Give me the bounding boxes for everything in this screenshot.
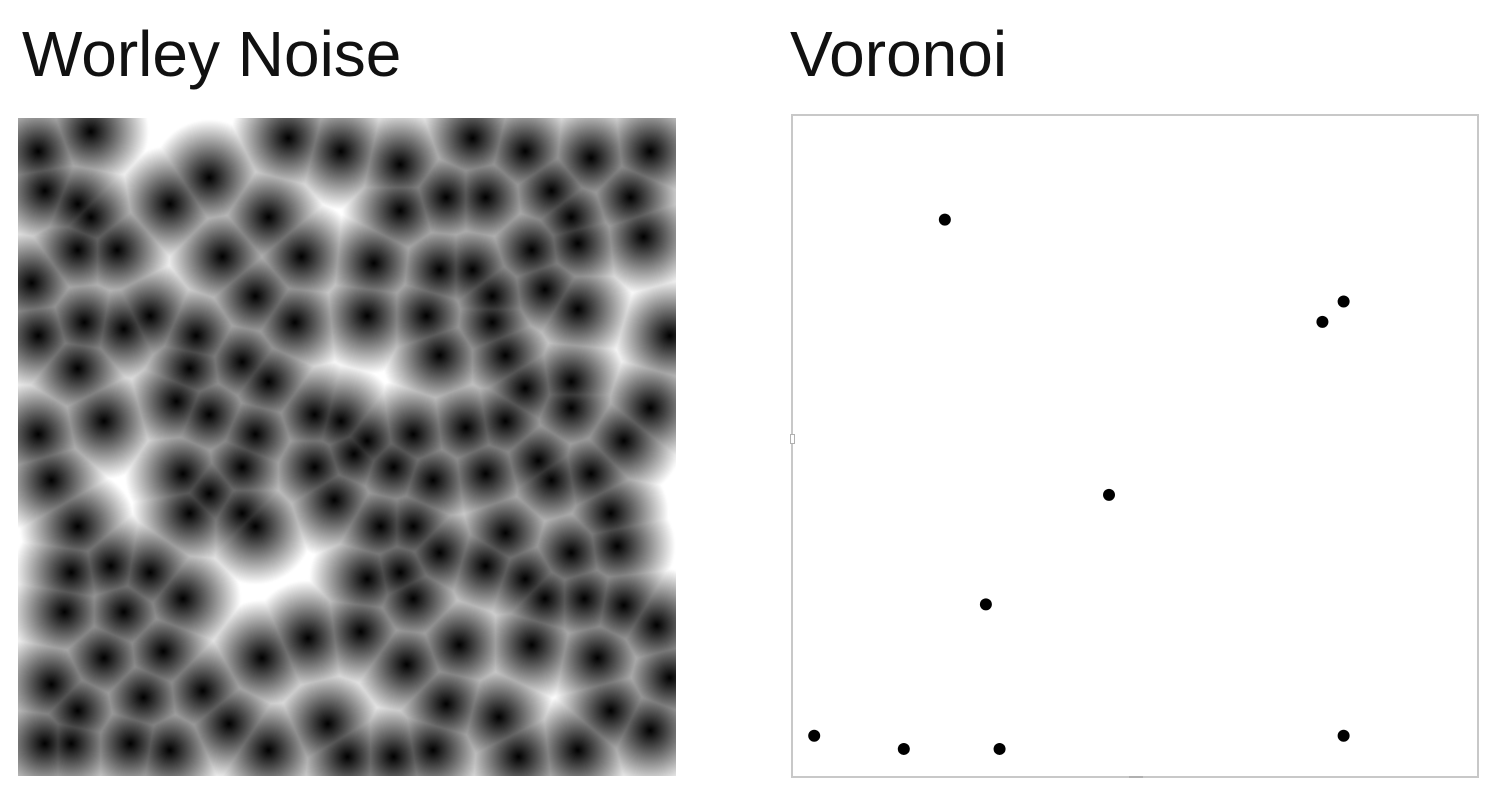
- voronoi-title: Voronoi: [790, 18, 1008, 90]
- voronoi-site-point: [1337, 729, 1350, 742]
- resize-handle: [790, 434, 795, 444]
- voronoi-site-point: [808, 729, 821, 742]
- voronoi-site-point: [979, 598, 992, 611]
- voronoi-site-point: [1337, 295, 1350, 308]
- worley-noise-title: Worley Noise: [22, 18, 402, 90]
- bottom-marker: [1129, 776, 1143, 778]
- voronoi-site-point: [897, 742, 910, 755]
- worley-noise-canvas: [18, 118, 676, 776]
- voronoi-site-point: [1103, 488, 1116, 501]
- voronoi-site-point: [1316, 315, 1329, 328]
- voronoi-site-point: [938, 213, 951, 226]
- voronoi-sites-plot: [808, 213, 1350, 755]
- voronoi-diagram: [790, 114, 1479, 778]
- voronoi-site-point: [993, 742, 1006, 755]
- worley-noise-image: [18, 118, 676, 776]
